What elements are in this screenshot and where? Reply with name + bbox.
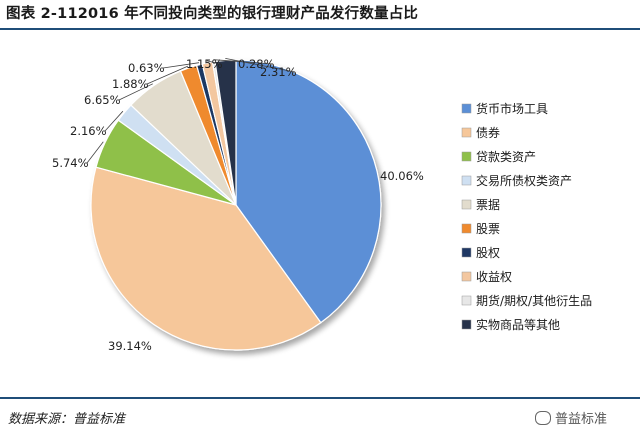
legend-swatch xyxy=(461,223,472,234)
slice-value-label: 2.31% xyxy=(260,65,297,79)
leader-line xyxy=(162,62,200,69)
slice-value-label: 40.06% xyxy=(380,169,424,183)
legend-label: 债券 xyxy=(476,125,500,140)
title-rule xyxy=(0,28,640,30)
slice-value-label: 1.15% xyxy=(186,57,223,71)
data-source: 数据来源：普益标准 xyxy=(8,412,126,427)
legend-label: 实物商品等其他 xyxy=(476,317,560,332)
legend-label: 贷款类资产 xyxy=(476,150,536,164)
legend-label: 股权 xyxy=(476,246,500,260)
legend-swatch xyxy=(461,151,472,162)
leader-line xyxy=(104,110,124,132)
leader-line xyxy=(86,141,104,164)
footer-rule xyxy=(0,397,640,399)
pie-chart: 40.06% 39.14% 5.74% 2.16% 6.65% 1.88% 0.63% 1.1… xyxy=(52,57,592,353)
slice-value-label: 0.63% xyxy=(128,61,165,75)
legend-label: 股票 xyxy=(476,222,500,236)
wechat-icon xyxy=(535,411,551,425)
slice-value-label: 1.88% xyxy=(112,77,149,91)
leader-line xyxy=(225,58,296,73)
legend-swatch xyxy=(461,319,472,330)
legend-label: 收益权 xyxy=(476,270,512,284)
leader-line xyxy=(206,60,222,65)
leader-line xyxy=(118,83,153,101)
legend-swatch xyxy=(461,247,472,258)
legend-swatch xyxy=(461,295,472,306)
leader-line xyxy=(146,65,189,85)
legend-swatch xyxy=(461,199,472,210)
watermark-text: 普益标准 xyxy=(555,412,608,427)
slice-value-label: 2.16% xyxy=(70,124,107,138)
legend-label: 期货/期权/其他衍生品 xyxy=(476,293,592,308)
legend-label: 交易所债权类资产 xyxy=(476,173,572,188)
slice-value-label: 6.65% xyxy=(84,93,121,107)
chart-title: 图表 2-112016 年不同投向类型的银行理财产品发行数量占比 xyxy=(6,6,419,22)
watermark: 普益标准 xyxy=(535,408,607,427)
legend-swatch xyxy=(461,271,472,282)
legend-swatch xyxy=(461,127,472,138)
slice-value-label: 39.14% xyxy=(108,339,152,353)
legend-label: 票据 xyxy=(476,198,500,212)
legend-swatch xyxy=(461,175,472,186)
slice-value-label: 5.74% xyxy=(52,156,89,170)
legend-swatch xyxy=(461,103,472,114)
legend-label: 货币市场工具 xyxy=(476,101,548,116)
pie-slice xyxy=(90,166,322,351)
slice-value-label: 0.28% xyxy=(238,57,275,71)
pie-slice xyxy=(235,59,382,324)
